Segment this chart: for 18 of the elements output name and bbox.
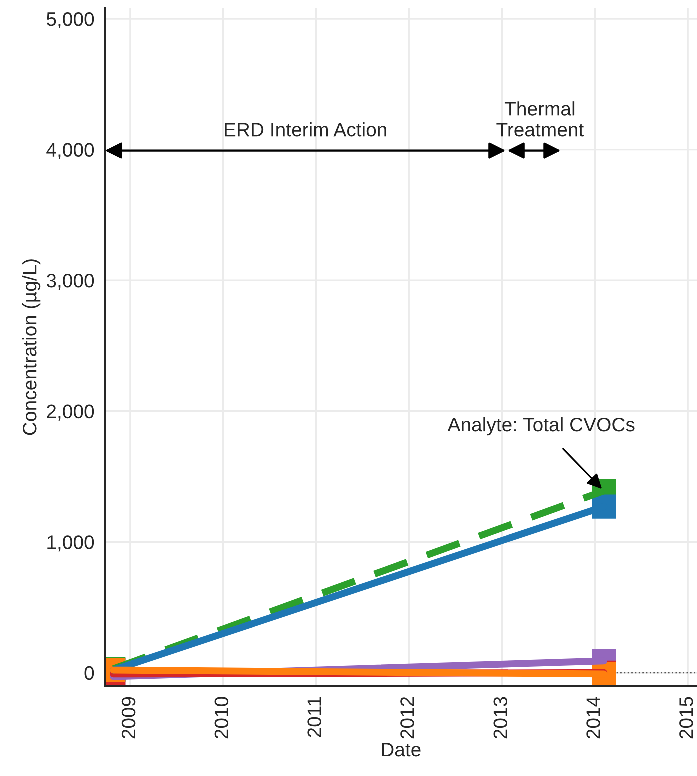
annotation: ERD Interim Action: [225, 122, 386, 137]
y-tick-label: 4,000: [46, 143, 94, 160]
x-tick-label: 2010: [214, 697, 229, 739]
y-axis-title: Concentration (µg/L): [22, 260, 41, 436]
y-tick-label: 2,000: [47, 404, 94, 421]
y-tick-label: 1,000: [48, 536, 94, 552]
x-tick-label: 2013: [494, 697, 508, 739]
annotation: Analyte: Total CVOCs: [448, 417, 635, 436]
y-tick-label: 0: [84, 666, 94, 680]
x-tick-label: 2012: [400, 697, 414, 739]
x-tick-label: 2014: [586, 696, 600, 739]
x-axis-title: Date: [382, 743, 421, 757]
x-tick-label: 2011: [308, 697, 322, 738]
annotation: Thermal Treatment: [496, 102, 584, 137]
x-tick-label: 2015: [680, 697, 694, 739]
y-tick-label: 3,000: [46, 274, 94, 290]
y-tick-label: 5,000: [46, 12, 94, 29]
x-tick-label: 2009: [122, 697, 136, 739]
